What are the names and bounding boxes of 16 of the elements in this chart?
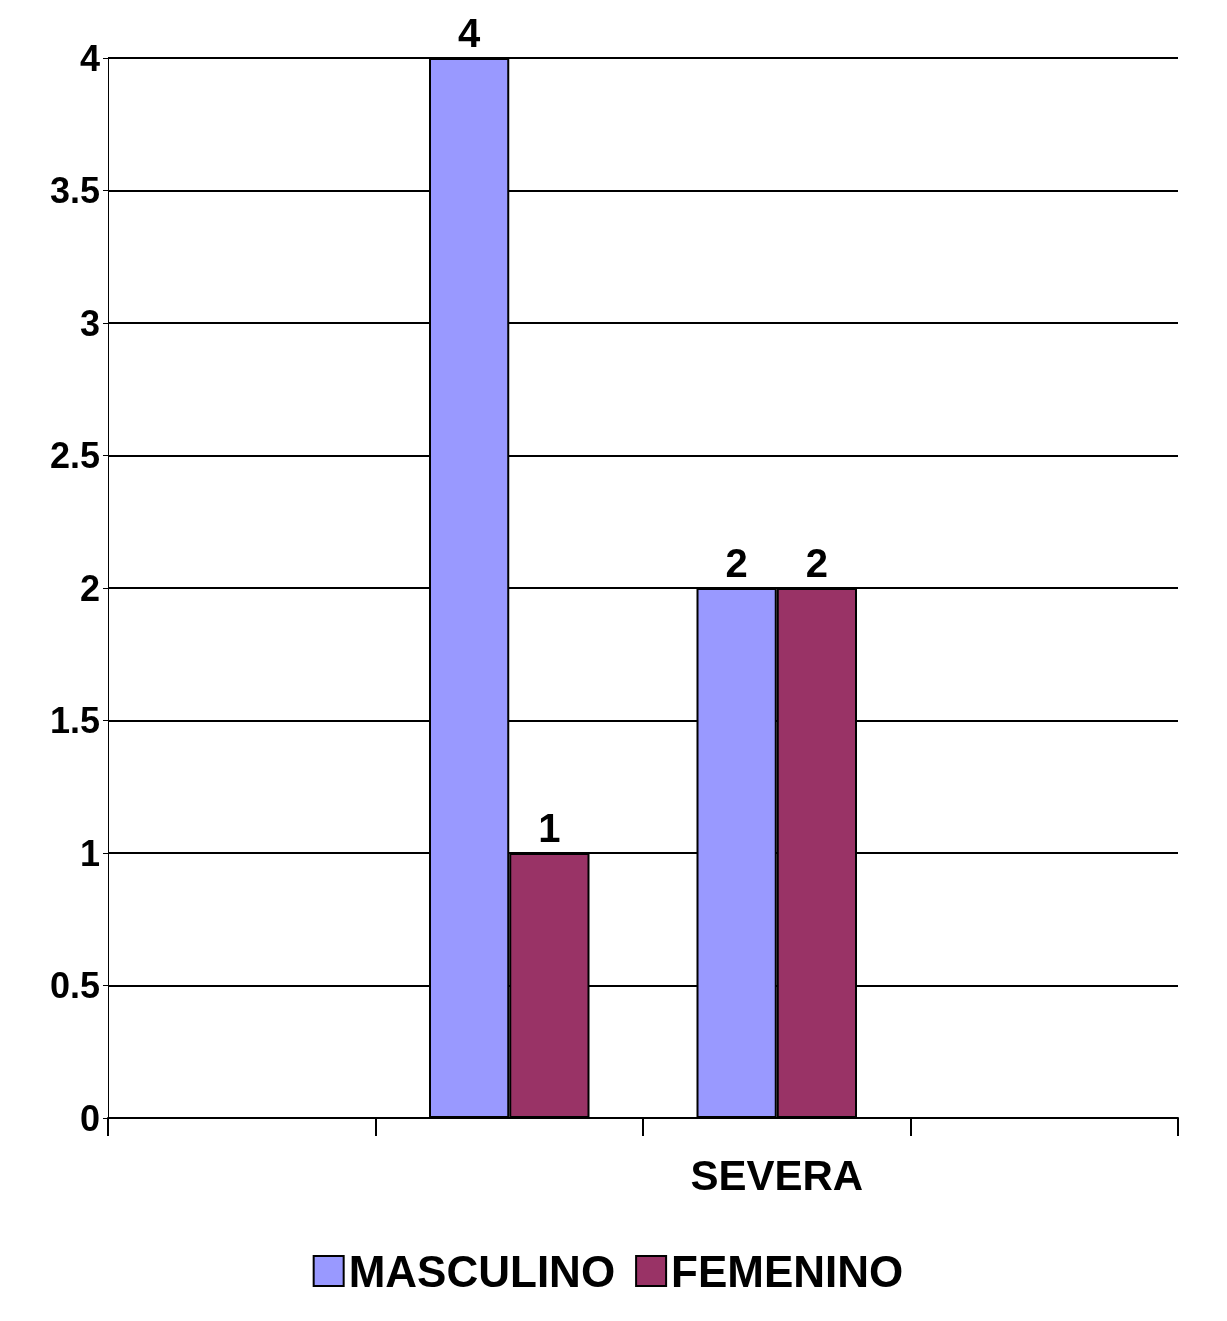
legend-label: FEMENINO: [671, 1246, 904, 1296]
y-tick-label: 0: [79, 1097, 100, 1139]
y-tick-label: 3: [79, 302, 100, 344]
y-tick-label: 1: [79, 832, 100, 874]
y-tick-label: 0.5: [49, 965, 100, 1006]
y-tick-label: 4: [79, 37, 100, 79]
x-tick-label: SEVERA: [690, 1151, 864, 1199]
data-label: 4: [458, 11, 481, 55]
y-tick-label: 1.5: [49, 700, 100, 741]
legend-label: MASCULINO: [348, 1246, 616, 1296]
y-tick-label: 2.5: [49, 435, 100, 476]
y-tick-label: 2: [79, 567, 100, 609]
data-label: 2: [805, 541, 828, 585]
data-label: 2: [725, 541, 748, 585]
data-label: 1: [538, 806, 561, 850]
y-tick-label: 3.5: [49, 170, 100, 211]
